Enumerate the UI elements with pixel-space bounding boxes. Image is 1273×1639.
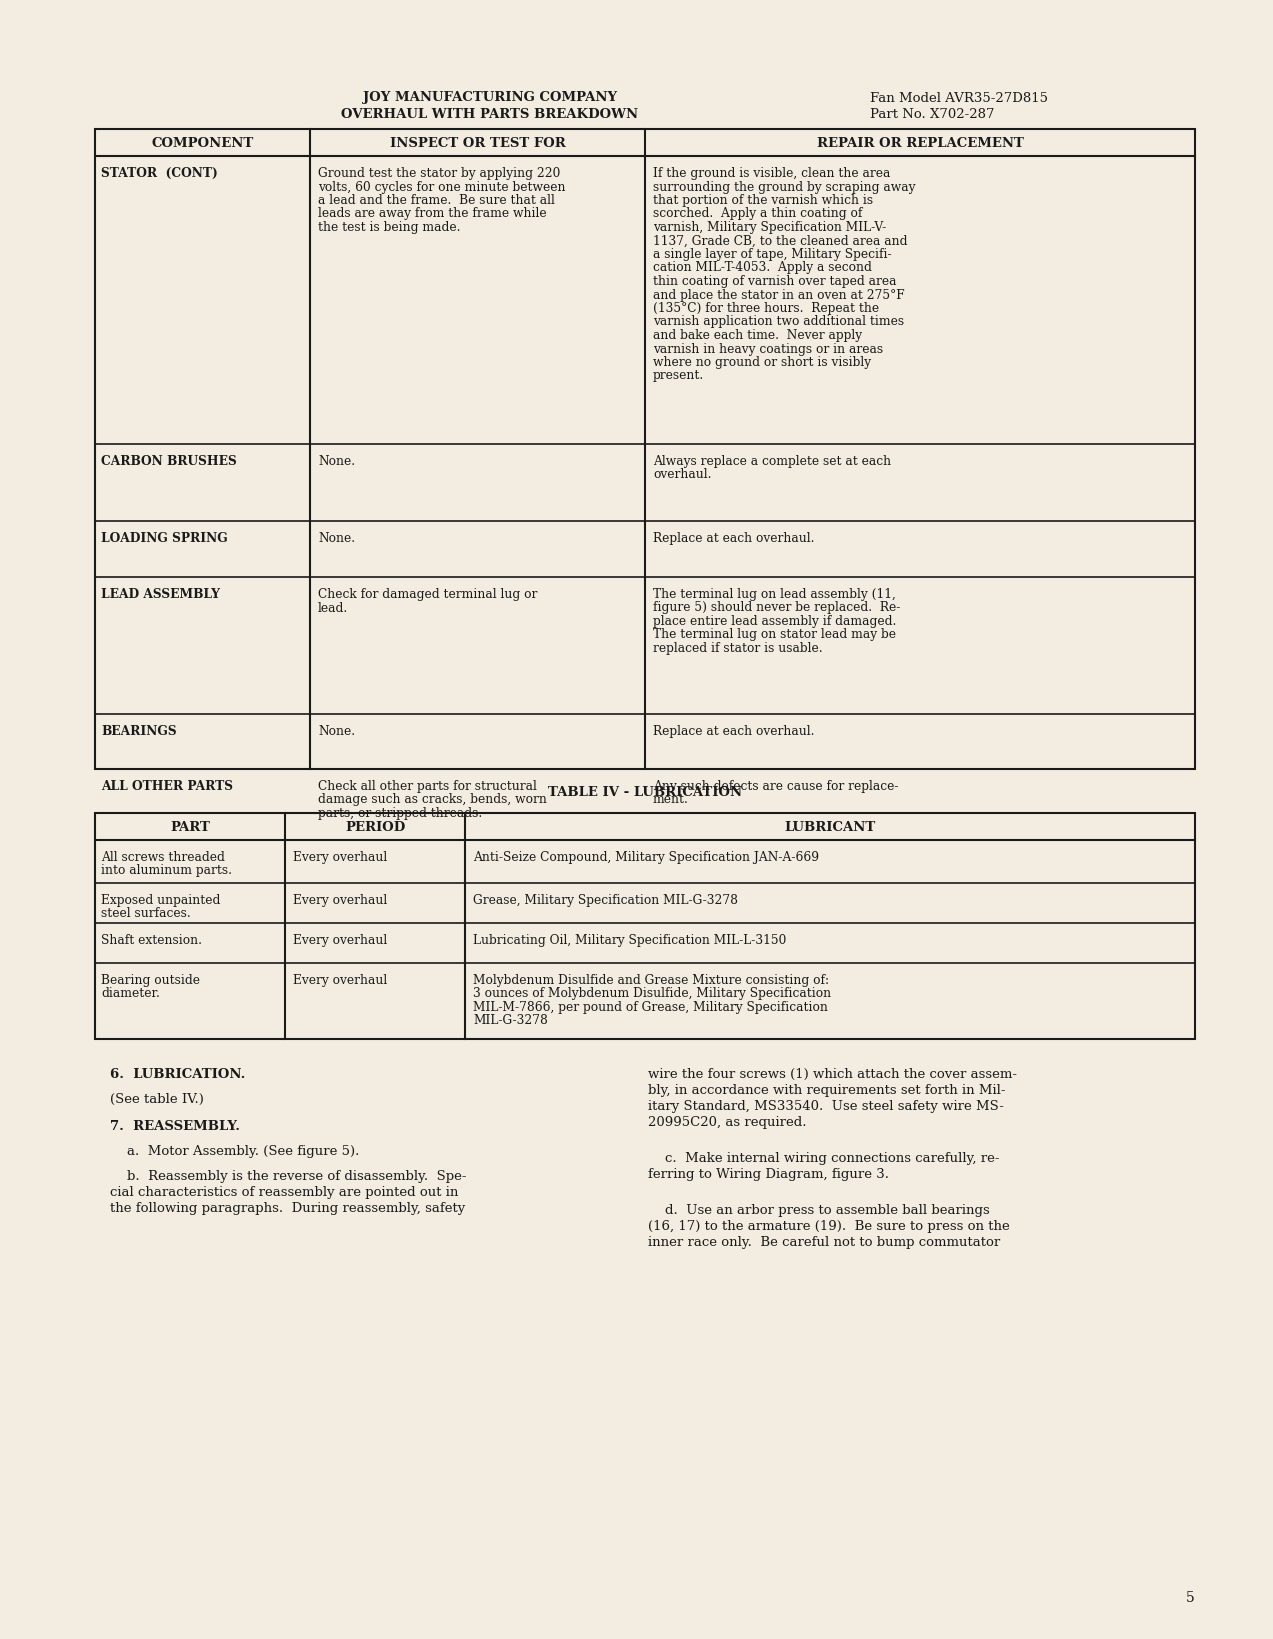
Text: present.: present.	[653, 369, 704, 382]
Text: Grease, Military Specification MIL-G-3278: Grease, Military Specification MIL-G-327…	[474, 893, 738, 906]
Text: OVERHAUL WITH PARTS BREAKDOWN: OVERHAUL WITH PARTS BREAKDOWN	[341, 108, 639, 120]
Text: JOY MANUFACTURING COMPANY: JOY MANUFACTURING COMPANY	[363, 92, 617, 105]
Text: Molybdenum Disulfide and Grease Mixture consisting of:: Molybdenum Disulfide and Grease Mixture …	[474, 974, 829, 987]
Text: cial characteristics of reassembly are pointed out in: cial characteristics of reassembly are p…	[109, 1185, 458, 1198]
Text: CARBON BRUSHES: CARBON BRUSHES	[101, 454, 237, 467]
Text: surrounding the ground by scraping away: surrounding the ground by scraping away	[653, 180, 915, 193]
Text: place entire lead assembly if damaged.: place entire lead assembly if damaged.	[653, 615, 896, 628]
Text: ment.: ment.	[653, 793, 689, 806]
Bar	[95, 813, 1195, 1039]
Text: parts, or stripped threads.: parts, or stripped threads.	[318, 806, 482, 820]
Text: The terminal lug on stator lead may be: The terminal lug on stator lead may be	[653, 628, 896, 641]
Text: and place the stator in an oven at 275°F: and place the stator in an oven at 275°F	[653, 288, 905, 302]
Text: TABLE IV - LUBRICATION: TABLE IV - LUBRICATION	[547, 787, 742, 798]
Text: the test is being made.: the test is being made.	[318, 221, 461, 234]
Text: Every overhaul: Every overhaul	[293, 893, 387, 906]
Text: d.  Use an arbor press to assemble ball bearings: d. Use an arbor press to assemble ball b…	[648, 1203, 989, 1216]
Text: cation MIL-T-4053.  Apply a second: cation MIL-T-4053. Apply a second	[653, 261, 872, 274]
Text: Every overhaul: Every overhaul	[293, 851, 387, 864]
Text: 3 ounces of Molybdenum Disulfide, Military Specification: 3 ounces of Molybdenum Disulfide, Milita…	[474, 987, 831, 1000]
Text: The terminal lug on lead assembly (11,: The terminal lug on lead assembly (11,	[653, 588, 896, 600]
Text: varnish in heavy coatings or in areas: varnish in heavy coatings or in areas	[653, 343, 883, 356]
Text: figure 5) should never be replaced.  Re-: figure 5) should never be replaced. Re-	[653, 602, 900, 615]
Text: 6.  LUBRICATION.: 6. LUBRICATION.	[109, 1067, 246, 1080]
Text: None.: None.	[318, 454, 355, 467]
Text: 1137, Grade CB, to the cleaned area and: 1137, Grade CB, to the cleaned area and	[653, 234, 908, 247]
Text: None.: None.	[318, 724, 355, 738]
Text: If the ground is visible, clean the area: If the ground is visible, clean the area	[653, 167, 890, 180]
Text: PART: PART	[171, 821, 210, 834]
Text: INSPECT OR TEST FOR: INSPECT OR TEST FOR	[390, 138, 565, 149]
Text: that portion of the varnish which is: that portion of the varnish which is	[653, 193, 873, 207]
Text: thin coating of varnish over taped area: thin coating of varnish over taped area	[653, 275, 896, 288]
Text: varnish, Military Specification MIL-V-: varnish, Military Specification MIL-V-	[653, 221, 886, 234]
Text: 20995C20, as required.: 20995C20, as required.	[648, 1115, 807, 1128]
Text: STATOR  (CONT): STATOR (CONT)	[101, 167, 218, 180]
Text: LOADING SPRING: LOADING SPRING	[101, 531, 228, 544]
Text: (135°C) for three hours.  Repeat the: (135°C) for three hours. Repeat the	[653, 302, 880, 315]
Text: Check all other parts for structural: Check all other parts for structural	[318, 780, 537, 793]
Text: Part No. X702-287: Part No. X702-287	[869, 108, 994, 120]
Text: wire the four screws (1) which attach the cover assem-: wire the four screws (1) which attach th…	[648, 1067, 1017, 1080]
Text: BEARINGS: BEARINGS	[101, 724, 177, 738]
Text: scorched.  Apply a thin coating of: scorched. Apply a thin coating of	[653, 208, 862, 220]
Text: Check for damaged terminal lug or: Check for damaged terminal lug or	[318, 588, 537, 600]
Text: Always replace a complete set at each: Always replace a complete set at each	[653, 454, 891, 467]
Text: a lead and the frame.  Be sure that all: a lead and the frame. Be sure that all	[318, 193, 555, 207]
Text: ALL OTHER PARTS: ALL OTHER PARTS	[101, 780, 233, 793]
Text: into aluminum parts.: into aluminum parts.	[101, 864, 232, 877]
Text: a single layer of tape, Military Specifi-: a single layer of tape, Military Specifi…	[653, 247, 891, 261]
Text: varnish application two additional times: varnish application two additional times	[653, 315, 904, 328]
Text: leads are away from the frame while: leads are away from the frame while	[318, 208, 546, 220]
Text: 5: 5	[1186, 1590, 1195, 1605]
Text: COMPONENT: COMPONENT	[151, 138, 253, 149]
Text: c.  Make internal wiring connections carefully, re-: c. Make internal wiring connections care…	[648, 1151, 999, 1164]
Text: where no ground or short is visibly: where no ground or short is visibly	[653, 356, 871, 369]
Text: lead.: lead.	[318, 602, 349, 615]
Text: b.  Reassembly is the reverse of disassembly.  Spe-: b. Reassembly is the reverse of disassem…	[109, 1169, 466, 1182]
Text: Anti-Seize Compound, Military Specification JAN-A-669: Anti-Seize Compound, Military Specificat…	[474, 851, 819, 864]
Text: Replace at each overhaul.: Replace at each overhaul.	[653, 531, 815, 544]
Text: a.  Motor Assembly. (See figure 5).: a. Motor Assembly. (See figure 5).	[109, 1144, 359, 1157]
Text: Any such defects are cause for replace-: Any such defects are cause for replace-	[653, 780, 899, 793]
Text: Ground test the stator by applying 220: Ground test the stator by applying 220	[318, 167, 560, 180]
Text: REPAIR OR REPLACEMENT: REPAIR OR REPLACEMENT	[816, 138, 1023, 149]
Text: None.: None.	[318, 531, 355, 544]
Text: the following paragraphs.  During reassembly, safety: the following paragraphs. During reassem…	[109, 1201, 465, 1214]
Text: Every overhaul: Every overhaul	[293, 974, 387, 987]
Text: (16, 17) to the armature (19).  Be sure to press on the: (16, 17) to the armature (19). Be sure t…	[648, 1219, 1009, 1233]
Text: replaced if stator is usable.: replaced if stator is usable.	[653, 641, 822, 654]
Text: ferring to Wiring Diagram, figure 3.: ferring to Wiring Diagram, figure 3.	[648, 1167, 889, 1180]
Text: steel surfaces.: steel surfaces.	[101, 906, 191, 919]
Text: Fan Model AVR35-27D815: Fan Model AVR35-27D815	[869, 92, 1048, 105]
Text: MIL-M-7866, per pound of Grease, Military Specification: MIL-M-7866, per pound of Grease, Militar…	[474, 1000, 827, 1013]
Text: 7.  REASSEMBLY.: 7. REASSEMBLY.	[109, 1119, 241, 1133]
Text: diameter.: diameter.	[101, 987, 160, 1000]
Text: damage such as cracks, bends, worn: damage such as cracks, bends, worn	[318, 793, 547, 806]
Bar	[95, 129, 1195, 770]
Text: volts, 60 cycles for one minute between: volts, 60 cycles for one minute between	[318, 180, 565, 193]
Text: overhaul.: overhaul.	[653, 469, 712, 482]
Text: LUBRICANT: LUBRICANT	[784, 821, 876, 834]
Text: inner race only.  Be careful not to bump commutator: inner race only. Be careful not to bump …	[648, 1236, 1001, 1249]
Text: PERIOD: PERIOD	[345, 821, 405, 834]
Text: bly, in accordance with requirements set forth in Mil-: bly, in accordance with requirements set…	[648, 1083, 1006, 1096]
Text: Every overhaul: Every overhaul	[293, 934, 387, 946]
Text: Exposed unpainted: Exposed unpainted	[101, 893, 220, 906]
Text: and bake each time.  Never apply: and bake each time. Never apply	[653, 329, 862, 343]
Text: LEAD ASSEMBLY: LEAD ASSEMBLY	[101, 588, 220, 600]
Text: All screws threaded: All screws threaded	[101, 851, 225, 864]
Text: Bearing outside: Bearing outside	[101, 974, 200, 987]
Text: Shaft extension.: Shaft extension.	[101, 934, 202, 946]
Text: Replace at each overhaul.: Replace at each overhaul.	[653, 724, 815, 738]
Text: Lubricating Oil, Military Specification MIL-L-3150: Lubricating Oil, Military Specification …	[474, 934, 787, 946]
Text: itary Standard, MS33540.  Use steel safety wire MS-: itary Standard, MS33540. Use steel safet…	[648, 1100, 1004, 1113]
Text: (See table IV.): (See table IV.)	[109, 1092, 204, 1105]
Text: MIL-G-3278: MIL-G-3278	[474, 1015, 547, 1028]
